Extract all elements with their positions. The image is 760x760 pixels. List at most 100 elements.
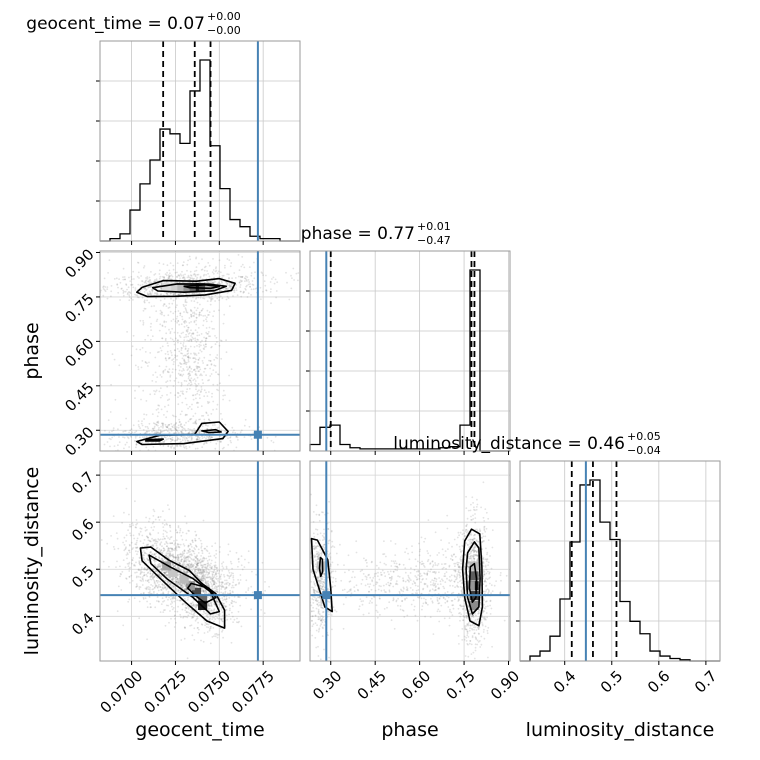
sample-point — [197, 569, 200, 572]
sample-point — [128, 576, 131, 578]
sample-point — [174, 547, 177, 549]
sample-point — [159, 542, 162, 545]
sample-point — [220, 591, 223, 594]
sample-point — [169, 536, 172, 539]
sample-point — [215, 573, 218, 575]
sample-point — [190, 340, 193, 343]
sample-point — [166, 550, 169, 553]
sample-point — [143, 287, 146, 290]
sample-point — [207, 583, 210, 585]
sample-point — [229, 592, 231, 595]
sample-point — [149, 603, 152, 605]
sample-point — [208, 602, 211, 605]
sample-point — [477, 627, 480, 630]
sample-point — [207, 626, 210, 629]
sample-point — [186, 339, 189, 342]
sample-point — [147, 280, 150, 283]
sample-point — [117, 286, 119, 289]
sample-point — [162, 510, 164, 513]
sample-point — [204, 571, 206, 574]
sample-point — [158, 404, 161, 407]
sample-point — [465, 616, 468, 619]
sample-point — [162, 371, 165, 374]
sample-point — [165, 570, 168, 573]
sample-point — [163, 547, 165, 550]
sample-point — [150, 442, 153, 444]
sample-point — [245, 285, 248, 288]
sample-point — [243, 266, 246, 269]
sample-point — [233, 291, 236, 293]
sample-point — [214, 294, 217, 297]
sample-point — [167, 547, 170, 549]
sample-point — [228, 575, 231, 578]
sample-point — [151, 288, 154, 291]
sample-point — [178, 546, 180, 548]
sample-point — [189, 440, 192, 443]
sample-point — [158, 539, 161, 541]
sample-point — [183, 362, 186, 365]
sample-point — [224, 587, 227, 590]
sample-point — [179, 438, 182, 441]
sample-point — [475, 554, 477, 557]
density-cell — [205, 282, 215, 292]
sample-point — [193, 378, 196, 380]
sample-point — [140, 571, 142, 573]
sample-point — [191, 292, 194, 295]
sample-point — [483, 529, 486, 532]
sample-point — [229, 265, 232, 268]
sample-point — [486, 616, 488, 619]
sample-point — [173, 577, 175, 580]
sample-point — [188, 544, 190, 547]
sample-point — [187, 349, 189, 352]
sample-point — [168, 552, 170, 554]
sample-point — [240, 564, 243, 567]
sample-point — [208, 391, 210, 393]
sample-point — [178, 350, 181, 353]
sample-point — [187, 356, 190, 359]
sample-point — [203, 589, 205, 592]
sample-point — [484, 625, 487, 628]
sample-point — [177, 584, 180, 586]
sample-point — [462, 607, 465, 610]
sample-point — [226, 284, 229, 287]
sample-point — [224, 579, 226, 582]
sample-point — [186, 413, 188, 416]
sample-point — [179, 553, 182, 556]
sample-point — [238, 269, 241, 272]
sample-point — [136, 575, 138, 578]
sample-point — [465, 495, 467, 498]
sample-point — [150, 293, 153, 295]
sample-point — [196, 627, 199, 629]
sample-point — [195, 604, 198, 607]
sample-point — [247, 279, 250, 281]
sample-point — [179, 599, 182, 602]
sample-point — [170, 428, 172, 430]
sample-point — [108, 431, 111, 434]
sample-point — [143, 592, 145, 594]
sample-point — [205, 318, 207, 321]
sample-point — [137, 283, 140, 286]
sample-point — [169, 332, 172, 335]
sample-point — [163, 584, 166, 586]
sample-point — [234, 277, 237, 279]
sample-point — [206, 427, 209, 430]
sample-point — [219, 295, 222, 297]
sample-point — [200, 344, 202, 347]
sample-point — [153, 587, 156, 589]
sample-point — [172, 294, 175, 296]
sample-point — [198, 345, 201, 348]
sample-point — [240, 429, 243, 432]
sample-point — [144, 551, 146, 554]
sample-point — [184, 588, 187, 591]
sample-point — [189, 384, 192, 387]
sample-point — [211, 392, 214, 395]
sample-point — [147, 539, 150, 542]
sample-point — [164, 339, 167, 342]
sample-point — [123, 430, 126, 432]
sample-point — [483, 603, 485, 606]
sample-point — [205, 567, 208, 570]
sample-point — [161, 538, 164, 541]
sample-point — [228, 374, 231, 377]
sample-point — [208, 619, 211, 621]
